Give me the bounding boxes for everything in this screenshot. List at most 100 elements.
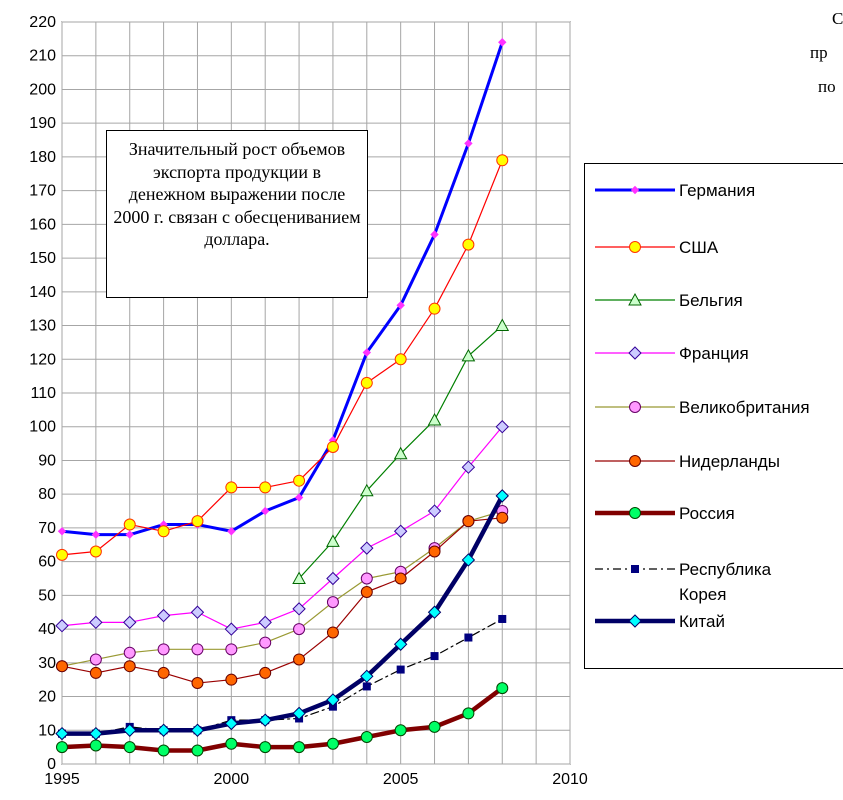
data-point [326,626,339,639]
data-point [360,541,374,555]
data-point [191,643,204,656]
data-point [57,527,67,536]
legend-label: США [679,238,719,257]
y-tick-label: 30 [38,655,56,672]
data-point [89,545,102,558]
data-point [461,348,476,362]
data-point [123,518,136,531]
data-point [91,530,101,539]
legend-entry: Республика Корея [595,560,772,604]
data-point [496,154,509,167]
data-point [464,633,473,642]
data-point [56,548,68,561]
data-point [123,615,137,630]
data-point [89,615,103,630]
data-point [360,585,373,598]
y-tick-label: 90 [38,452,56,469]
data-point [157,643,170,656]
data-point [259,636,272,649]
y-tick-label: 70 [38,520,56,537]
data-point [55,619,69,633]
legend-label: Нидерланды [679,452,780,471]
data-point [394,724,407,737]
y-axis-tick-labels: 0 10 20 30 40 50 60 70 80 90 100 110 120 130 140 150 160… [29,14,56,773]
y-tick-label: 160 [29,216,56,233]
data-point [428,720,441,733]
data-point [157,744,170,757]
data-point [89,653,102,666]
data-point [396,665,405,674]
data-point [360,572,373,585]
data-point [123,741,136,754]
data-point [393,446,408,460]
annotation-text: Значительный рост объемов экспорта проду… [113,139,361,249]
data-point [225,673,238,686]
data-point [191,515,204,528]
data-point [496,682,509,695]
data-point [362,348,372,357]
legend-entry: Россия [595,504,735,523]
data-point [629,401,641,413]
data-point [227,527,236,536]
legend-label: Франция [679,344,749,363]
data-point [225,481,238,494]
data-point [326,571,340,586]
y-tick-label: 60 [38,554,56,571]
data-point [157,666,170,679]
series-line [60,40,504,537]
data-point [259,666,272,679]
y-tick-label: 150 [29,250,56,267]
legend-entry: Великобритания [595,398,810,417]
y-tick-label: 120 [29,351,56,368]
data-point [628,292,642,306]
data-point [225,643,238,656]
y-tick-label: 100 [29,419,56,436]
y-tick-label: 0 [47,756,56,773]
series-line [61,426,503,630]
y-tick-label: 110 [30,385,56,402]
annotation-box: Значительный рост объемов экспорта проду… [106,130,368,298]
legend-entries: Германия США Бельгия Франция Великобритания Н… [595,181,810,631]
x-tick-label: 2010 [552,771,588,788]
data-point [293,474,306,487]
data-point [259,741,272,754]
y-tick-label: 220 [29,14,56,31]
y-tick-label: 130 [29,318,56,335]
y-tick-label: 170 [29,183,56,200]
data-point [190,723,205,737]
data-point [360,669,374,684]
data-point [191,744,204,757]
legend-entry: Нидерланды [595,452,780,471]
data-point [628,614,642,628]
x-tick-label: 1995 [44,771,80,788]
data-point [394,572,407,585]
y-tick-label: 210 [29,48,56,65]
legend-label: Германия [679,181,755,200]
series-line [61,618,503,735]
series-Германия [57,38,507,539]
side-text-2: пр [810,43,828,62]
data-point [123,723,137,737]
data-point [260,506,270,516]
data-point [123,660,136,673]
legend-entry: Франция [595,344,749,363]
legend-label: Великобритания [679,398,810,417]
data-point [89,726,103,741]
data-point [427,605,442,619]
data-point [629,455,641,467]
data-point [496,511,509,524]
data-point [461,553,476,567]
data-point [125,530,134,539]
data-point [498,38,507,47]
data-point [629,241,641,253]
x-tick-label: 2005 [383,771,419,788]
legend: Германия США Бельгия Франция Великобритания Н… [584,163,843,669]
y-tick-label: 180 [29,149,56,166]
series-group [55,38,510,757]
data-point [156,608,171,623]
data-point [258,713,272,727]
legend-label: Китай [679,612,725,631]
data-point [258,615,272,630]
legend-label: Республика [679,560,772,579]
data-point [56,741,68,754]
